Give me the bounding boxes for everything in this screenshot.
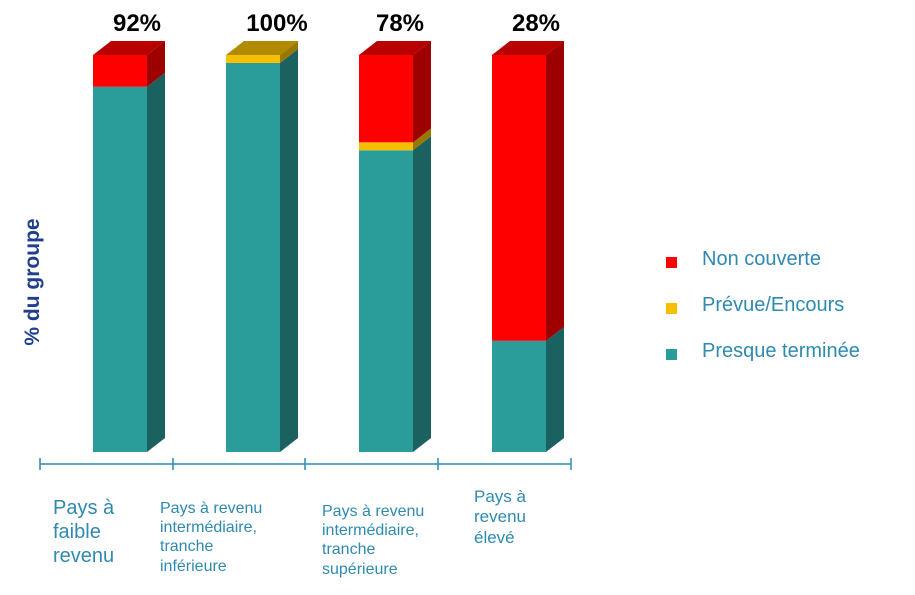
legend-swatch <box>666 257 677 268</box>
category-label-line: revenu <box>53 545 115 567</box>
legend-label: Non couverte <box>702 248 821 270</box>
bar-top-label: 78% <box>376 10 424 37</box>
x-axis <box>39 458 572 470</box>
category-label-line: Pays à revenu <box>322 503 425 520</box>
bar-segment <box>93 72 165 452</box>
category-label-line: supérieure <box>322 560 398 578</box>
category-label-line: Pays à <box>474 487 526 506</box>
category-label: Pays à revenu intermédiaire, tranche inf… <box>160 499 300 576</box>
bar-segment <box>492 41 564 341</box>
bar-segment <box>359 136 431 452</box>
category-label: Pays à revenu élevé <box>474 487 564 548</box>
bar-segment <box>226 48 298 452</box>
category-label: Pays à revenu intermédiaire, tranche sup… <box>322 502 462 579</box>
legend-swatch <box>666 349 677 360</box>
category-label-line: faible <box>53 521 101 543</box>
category-label-line: tranche <box>322 541 376 559</box>
legend-label: Presque terminée <box>702 340 860 362</box>
category-label-line: tranche <box>160 538 214 556</box>
bar-top-label: 100% <box>246 10 307 37</box>
legend-swatch <box>666 303 677 314</box>
category-label: Pays à faible revenu <box>53 496 153 568</box>
category-label-line: revenu <box>474 507 526 527</box>
bar-segment <box>93 41 165 87</box>
category-label-line: intermédiaire, <box>160 519 257 537</box>
bar-segment <box>492 326 564 452</box>
bar-segment <box>359 128 431 151</box>
bar-segment <box>359 41 431 143</box>
top-labels: 92% 100% 78% 28% <box>113 10 560 37</box>
bar-top-label: 92% <box>113 10 161 37</box>
y-axis-label: % du groupe <box>21 218 44 346</box>
bar-segment <box>226 41 298 63</box>
bars-layer <box>93 41 564 452</box>
legend-label: Prévue/Encours <box>702 294 845 316</box>
category-label-line: élevé <box>474 527 515 547</box>
category-label-line: intermédiaire, <box>322 522 419 540</box>
category-label-line: inférieure <box>160 557 227 575</box>
category-label-line: Pays à <box>53 497 115 519</box>
category-label-line: Pays à revenu <box>160 500 263 517</box>
bar-top-label: 28% <box>512 10 560 37</box>
